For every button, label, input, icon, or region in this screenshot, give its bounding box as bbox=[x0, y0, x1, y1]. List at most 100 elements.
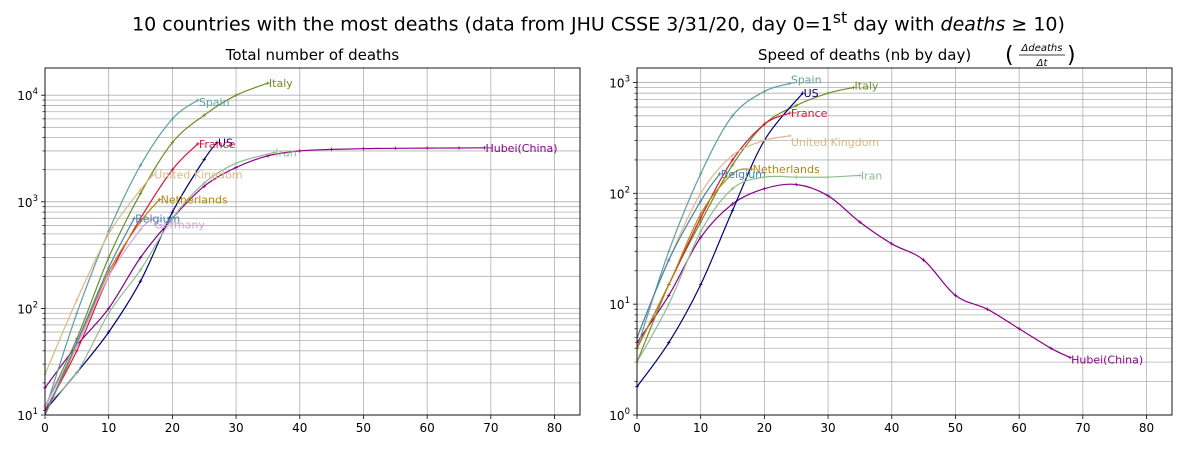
chart-panel-2: 100 101 102 103 0 10 20 30 40 50 60 70 80 Hubei(China… bbox=[609, 43, 1173, 435]
data-point bbox=[1068, 355, 1072, 360]
data-point bbox=[106, 232, 111, 236]
data-point bbox=[138, 163, 143, 168]
data-point bbox=[794, 182, 799, 187]
series-line bbox=[636, 86, 854, 363]
data-point bbox=[151, 172, 156, 177]
data-point bbox=[138, 255, 143, 260]
data-point bbox=[106, 330, 111, 334]
x-tick-label: 30 bbox=[820, 421, 835, 435]
series-hubei-china-: Hubei(China) bbox=[43, 142, 558, 390]
data-point bbox=[826, 91, 830, 95]
y-tick-label: 104 bbox=[17, 87, 38, 103]
series-label: Hubei(China) bbox=[485, 142, 557, 155]
data-point bbox=[138, 187, 143, 192]
data-point bbox=[730, 158, 735, 162]
data-point bbox=[667, 293, 671, 298]
series-label: Netherlands bbox=[161, 194, 228, 207]
data-point bbox=[361, 146, 366, 151]
series-line bbox=[44, 143, 199, 411]
x-tick-label: 10 bbox=[693, 421, 708, 435]
data-point bbox=[106, 266, 111, 270]
data-point bbox=[698, 235, 703, 240]
chart-panel-1: 101 102 103 104 0 10 20 30 40 50 60 70 80 Hubei(China… bbox=[17, 46, 581, 435]
data-point bbox=[202, 181, 207, 185]
data-point bbox=[106, 274, 111, 279]
x-tick-label: 60 bbox=[1012, 421, 1027, 435]
data-point bbox=[762, 175, 767, 179]
data-point bbox=[329, 147, 334, 152]
x-tick-label: 70 bbox=[483, 421, 498, 435]
series-label: United Kingdom bbox=[791, 136, 879, 149]
suptitle-variable: deaths bbox=[940, 13, 1006, 36]
data-point bbox=[858, 220, 862, 224]
x-tick-label: 30 bbox=[228, 421, 243, 435]
series-france: France bbox=[43, 138, 236, 413]
data-point bbox=[234, 165, 238, 170]
data-point bbox=[75, 340, 79, 345]
data-point bbox=[788, 111, 792, 115]
data-point bbox=[730, 153, 735, 158]
x-tick-label: 60 bbox=[420, 421, 435, 435]
data-point bbox=[698, 199, 703, 203]
x-tick-label: 80 bbox=[1139, 421, 1154, 435]
suptitle-superscript: st bbox=[832, 8, 848, 27]
data-point bbox=[730, 202, 735, 206]
y-tick-label: 102 bbox=[17, 300, 38, 316]
data-point bbox=[730, 171, 735, 176]
x-tick-label: 70 bbox=[1075, 421, 1090, 435]
series-label: Germany bbox=[154, 218, 205, 231]
data-point bbox=[266, 81, 270, 85]
x-tick-label: 40 bbox=[884, 421, 899, 435]
data-point bbox=[202, 157, 207, 162]
x-tick-label: 50 bbox=[948, 421, 963, 435]
data-point bbox=[698, 171, 703, 176]
data-point bbox=[234, 93, 238, 98]
data-point bbox=[138, 279, 143, 283]
series-label: Iran bbox=[861, 169, 883, 182]
data-point bbox=[953, 293, 958, 298]
data-point bbox=[698, 212, 703, 216]
data-point bbox=[800, 91, 805, 95]
data-point bbox=[749, 167, 754, 171]
data-point bbox=[698, 216, 703, 220]
data-point bbox=[762, 138, 767, 143]
series-label: US bbox=[804, 87, 819, 100]
data-point bbox=[667, 340, 671, 345]
data-point bbox=[297, 149, 302, 153]
series-line bbox=[44, 82, 269, 407]
data-point bbox=[196, 142, 200, 146]
series-label: Iran bbox=[275, 147, 297, 160]
series-italy: Italy bbox=[43, 77, 293, 409]
data-point bbox=[985, 307, 990, 312]
suptitle-part: 10 countries with the most deaths (data … bbox=[132, 13, 833, 36]
series-label: Spain bbox=[199, 96, 230, 109]
data-point bbox=[234, 161, 238, 166]
data-point bbox=[157, 197, 162, 202]
data-point bbox=[826, 175, 830, 179]
series-belgium: Belgium bbox=[43, 212, 180, 417]
series-label: Belgium bbox=[721, 168, 766, 181]
x-tick-label: 20 bbox=[757, 421, 772, 435]
x-tick-label: 80 bbox=[547, 421, 562, 435]
x-tick-label: 50 bbox=[356, 421, 371, 435]
data-point bbox=[730, 163, 735, 167]
y-tick-label: 100 bbox=[609, 407, 630, 423]
data-point bbox=[889, 242, 894, 246]
series-line bbox=[636, 174, 860, 363]
x-tick-label: 40 bbox=[292, 421, 307, 435]
paren-close: ) bbox=[1067, 43, 1076, 68]
data-point bbox=[215, 140, 219, 145]
data-point bbox=[762, 186, 767, 191]
series-line bbox=[636, 173, 721, 338]
axes-frame bbox=[44, 67, 581, 416]
series-united-kingdom: United Kingdom bbox=[43, 169, 243, 377]
chart-title: Speed of deaths (nb by day) (Δdeaths Δt) bbox=[758, 43, 1076, 69]
series-line bbox=[44, 151, 275, 408]
data-point bbox=[75, 349, 79, 353]
series-label: Italy bbox=[269, 77, 293, 90]
data-point bbox=[921, 258, 926, 262]
data-point bbox=[1049, 346, 1053, 351]
data-point bbox=[730, 186, 735, 191]
series-belgium: Belgium bbox=[635, 168, 766, 340]
x-tick-label: 0 bbox=[633, 421, 641, 435]
